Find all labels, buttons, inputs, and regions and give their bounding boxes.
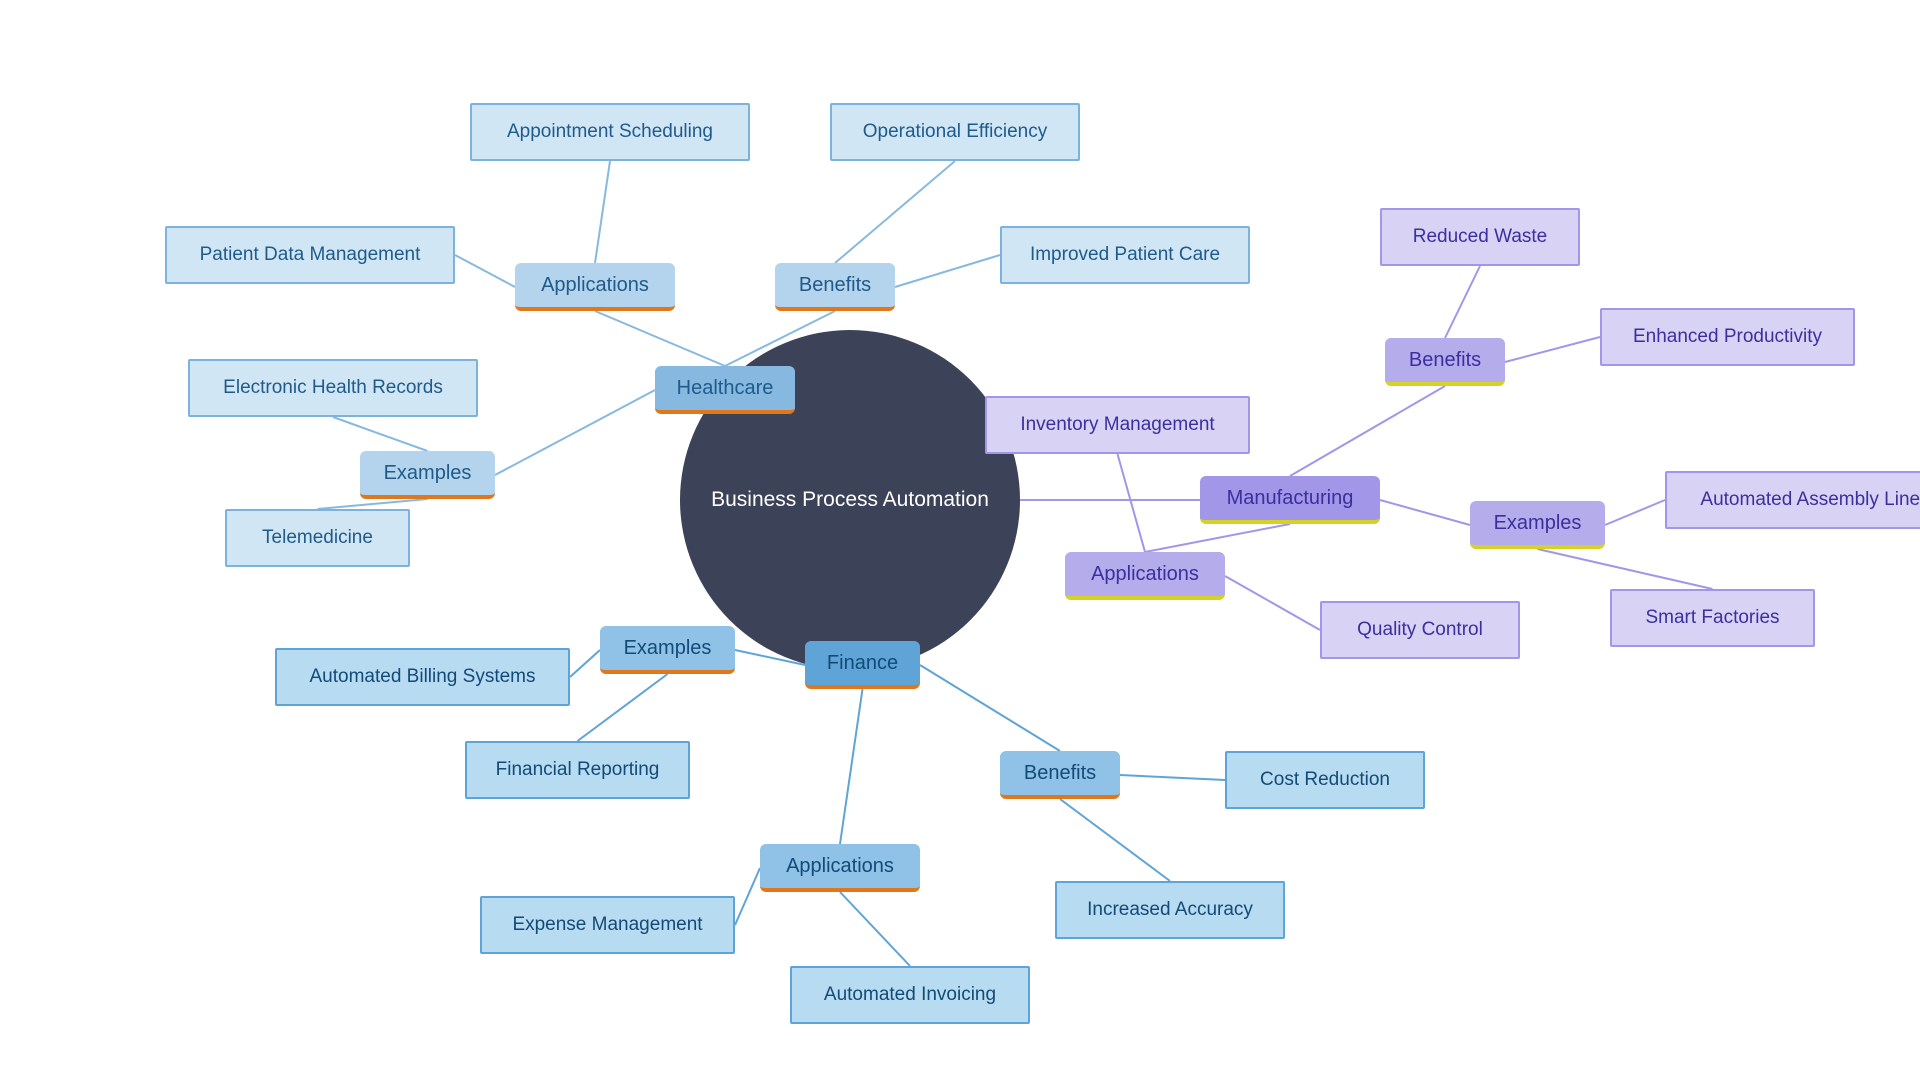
edge bbox=[1120, 775, 1225, 780]
node-label: Patient Data Management bbox=[200, 244, 421, 266]
edge bbox=[1445, 266, 1480, 338]
node-label: Financial Reporting bbox=[496, 759, 660, 781]
node-label: Examples bbox=[1494, 512, 1582, 535]
node-label: Quality Control bbox=[1357, 619, 1483, 641]
node-label: Enhanced Productivity bbox=[1633, 326, 1822, 348]
node-mfg-ben-prod: Enhanced Productivity bbox=[1600, 308, 1855, 366]
node-mfg-ben-waste: Reduced Waste bbox=[1380, 208, 1580, 266]
edge bbox=[840, 892, 910, 966]
node-label: Increased Accuracy bbox=[1087, 899, 1253, 921]
edge bbox=[455, 255, 515, 287]
node-finance: Finance bbox=[805, 641, 920, 689]
edge bbox=[1060, 799, 1170, 881]
edge bbox=[333, 417, 428, 451]
node-healthcare: Healthcare bbox=[655, 366, 795, 414]
node-label: Automated Assembly Lines bbox=[1700, 489, 1920, 511]
edge bbox=[1505, 337, 1600, 362]
node-hc-ex-tele: Telemedicine bbox=[225, 509, 410, 567]
edge bbox=[570, 650, 600, 677]
node-label: Operational Efficiency bbox=[863, 121, 1047, 143]
node-label: Finance bbox=[827, 652, 898, 675]
edge bbox=[495, 390, 655, 475]
node-fin-apps-inv: Automated Invoicing bbox=[790, 966, 1030, 1024]
node-label: Reduced Waste bbox=[1413, 226, 1547, 248]
node-mfg-apps-qc: Quality Control bbox=[1320, 601, 1520, 659]
node-hc-ben: Benefits bbox=[775, 263, 895, 311]
node-fin-apps: Applications bbox=[760, 844, 920, 892]
node-fin-ex: Examples bbox=[600, 626, 735, 674]
node-fin-ben-cost: Cost Reduction bbox=[1225, 751, 1425, 809]
node-hc-apps-pdm: Patient Data Management bbox=[165, 226, 455, 284]
edge bbox=[1380, 500, 1470, 525]
node-label: Manufacturing bbox=[1227, 487, 1354, 510]
edge bbox=[1145, 524, 1290, 552]
node-mfg-apps: Applications bbox=[1065, 552, 1225, 600]
node-label: Appointment Scheduling bbox=[507, 121, 713, 143]
node-label: Examples bbox=[384, 462, 472, 485]
node-mfg-ex-smart: Smart Factories bbox=[1610, 589, 1815, 647]
node-mfg-ben: Benefits bbox=[1385, 338, 1505, 386]
node-label: Healthcare bbox=[677, 377, 774, 400]
node-fin-ex-rep: Financial Reporting bbox=[465, 741, 690, 799]
mindmap-stage: Business Process Automation Healthcare App… bbox=[0, 0, 1920, 1080]
node-mfg-ex-asm: Automated Assembly Lines bbox=[1665, 471, 1920, 529]
edge bbox=[1538, 549, 1713, 589]
node-hc-ben-opeff: Operational Efficiency bbox=[830, 103, 1080, 161]
node-fin-ben-acc: Increased Accuracy bbox=[1055, 881, 1285, 939]
node-label: Inventory Management bbox=[1020, 414, 1214, 436]
edge bbox=[840, 689, 863, 844]
edge bbox=[595, 311, 725, 366]
node-label: Expense Management bbox=[512, 914, 702, 936]
node-label: Telemedicine bbox=[262, 527, 373, 549]
node-mfg-ex: Examples bbox=[1470, 501, 1605, 549]
edge bbox=[595, 161, 610, 263]
node-hc-ex: Examples bbox=[360, 451, 495, 499]
edge bbox=[920, 665, 1060, 751]
edge bbox=[1605, 500, 1665, 525]
node-fin-ben: Benefits bbox=[1000, 751, 1120, 799]
node-label: Smart Factories bbox=[1645, 607, 1779, 629]
node-label: Cost Reduction bbox=[1260, 769, 1390, 791]
node-label: Examples bbox=[624, 637, 712, 660]
node-hc-apps-sch: Appointment Scheduling bbox=[470, 103, 750, 161]
node-hc-apps: Applications bbox=[515, 263, 675, 311]
edge bbox=[735, 868, 760, 925]
edge bbox=[895, 255, 1000, 287]
node-label: Improved Patient Care bbox=[1030, 244, 1220, 266]
node-label: Electronic Health Records bbox=[223, 377, 443, 399]
node-label: Benefits bbox=[1024, 762, 1096, 785]
edge bbox=[1290, 386, 1445, 476]
node-label: Benefits bbox=[799, 274, 871, 297]
node-label: Automated Billing Systems bbox=[310, 666, 536, 688]
node-label: Applications bbox=[786, 855, 894, 878]
edge bbox=[1225, 576, 1320, 630]
node-hc-ex-ehr: Electronic Health Records bbox=[188, 359, 478, 417]
center-label: Business Process Automation bbox=[711, 488, 989, 512]
node-fin-ex-bill: Automated Billing Systems bbox=[275, 648, 570, 706]
edge bbox=[835, 161, 955, 263]
node-fin-apps-exp: Expense Management bbox=[480, 896, 735, 954]
node-label: Applications bbox=[1091, 563, 1199, 586]
node-label: Benefits bbox=[1409, 349, 1481, 372]
edge bbox=[1118, 454, 1146, 552]
node-manufacturing: Manufacturing bbox=[1200, 476, 1380, 524]
node-label: Automated Invoicing bbox=[824, 984, 996, 1006]
node-mfg-apps-inv: Inventory Management bbox=[985, 396, 1250, 454]
node-label: Applications bbox=[541, 274, 649, 297]
node-hc-ben-care: Improved Patient Care bbox=[1000, 226, 1250, 284]
edge bbox=[578, 674, 668, 741]
edge bbox=[318, 499, 428, 509]
